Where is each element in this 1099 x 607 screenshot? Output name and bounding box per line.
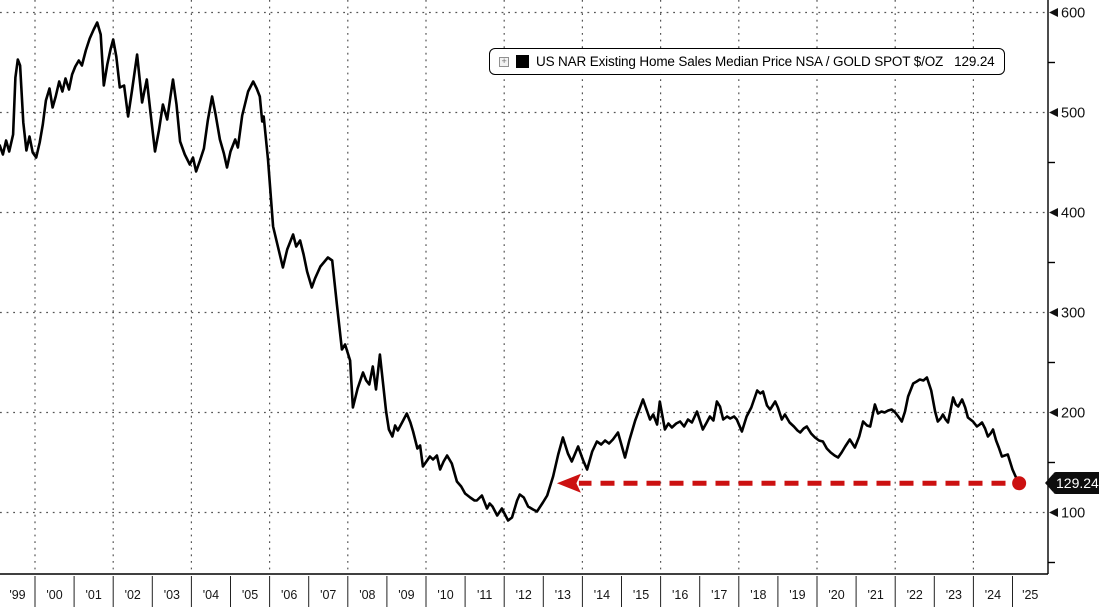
y-tick-label: 200 xyxy=(1061,406,1085,422)
last-price-tag: 129.24 xyxy=(1045,472,1099,494)
x-year-label: '17 xyxy=(711,588,727,602)
legend-series-label: US NAR Existing Home Sales Median Price … xyxy=(536,54,944,69)
x-year-label: '03 xyxy=(164,588,180,602)
x-year-label: '02 xyxy=(125,588,141,602)
x-year-label: '11 xyxy=(477,588,492,602)
x-year-label: '13 xyxy=(555,588,571,602)
x-year-label: '08 xyxy=(359,588,375,602)
x-year-label: '10 xyxy=(437,588,453,602)
x-year-label: '12 xyxy=(516,588,532,602)
legend-series-swatch xyxy=(516,55,529,68)
y-tick-label: 600 xyxy=(1061,6,1085,22)
x-year-label: '07 xyxy=(320,588,336,602)
x-year-label: '15 xyxy=(633,588,649,602)
x-year-label: '00 xyxy=(46,588,62,602)
x-year-label: '09 xyxy=(398,588,414,602)
x-year-label: '23 xyxy=(946,588,962,602)
y-tick-label: 300 xyxy=(1061,306,1085,322)
y-tick-arrow-icon xyxy=(1049,8,1058,17)
legend-box[interactable]: + US NAR Existing Home Sales Median Pric… xyxy=(489,48,1005,75)
x-year-label: '01 xyxy=(86,588,102,602)
x-year-label: '06 xyxy=(281,588,297,602)
y-tick-label: 500 xyxy=(1061,106,1085,122)
y-tick-arrow-icon xyxy=(1049,208,1058,217)
x-year-label: '24 xyxy=(985,588,1001,602)
last-point-dot xyxy=(1012,476,1027,491)
x-year-label: '22 xyxy=(907,588,923,602)
x-year-label: '04 xyxy=(203,588,219,602)
x-year-label: '16 xyxy=(672,588,688,602)
y-tick-arrow-icon xyxy=(1049,308,1058,317)
x-year-label: '19 xyxy=(789,588,805,602)
y-tick-arrow-icon xyxy=(1049,408,1058,417)
arrowhead-left-icon xyxy=(556,473,581,493)
legend-expand-icon[interactable]: + xyxy=(499,56,509,67)
x-year-label: '05 xyxy=(242,588,258,602)
x-year-label: '21 xyxy=(868,588,884,602)
x-year-label: '25 xyxy=(1022,588,1038,602)
legend-series-value: 129.24 xyxy=(954,54,995,69)
x-year-label: '14 xyxy=(594,588,610,602)
y-tick-arrow-icon xyxy=(1049,108,1058,117)
x-year-label: '20 xyxy=(828,588,844,602)
x-year-label: '18 xyxy=(750,588,766,602)
y-tick-label: 400 xyxy=(1061,206,1085,222)
x-year-label: '99 xyxy=(9,588,25,602)
home-price-gold-ratio-line xyxy=(0,21,1021,522)
y-tick-label: 100 xyxy=(1061,506,1085,522)
y-tick-arrow-icon xyxy=(1049,508,1058,517)
